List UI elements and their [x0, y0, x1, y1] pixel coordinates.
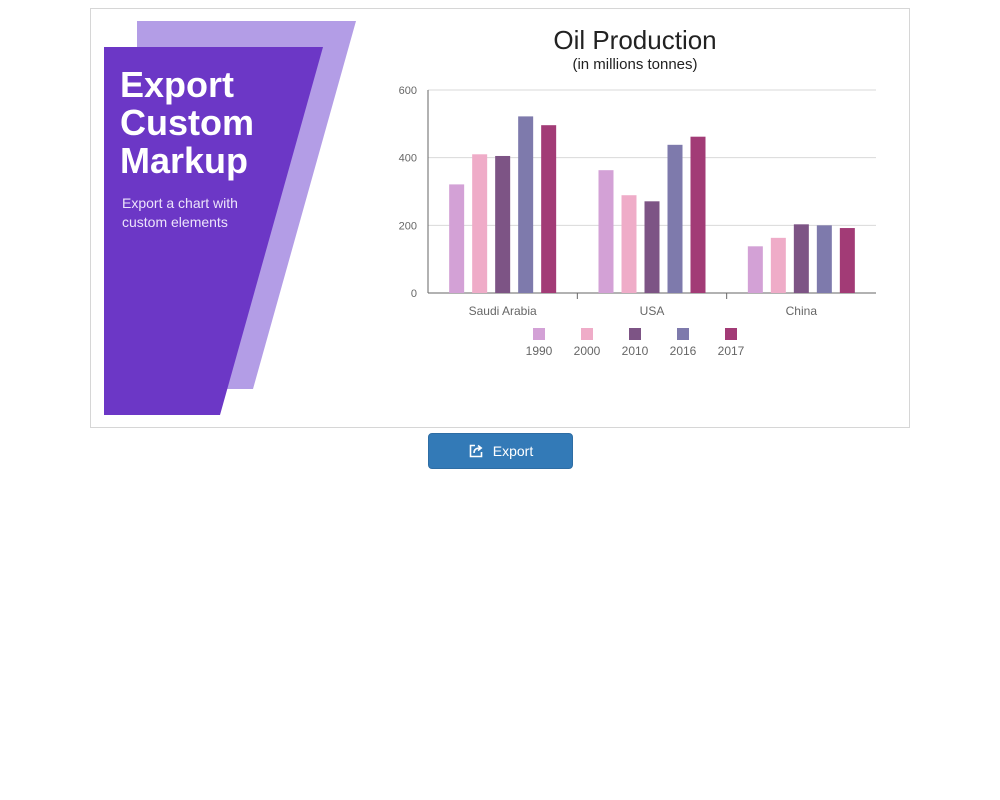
bar-chart: Oil Production(in millions tonnes) 0 200 40… — [399, 25, 876, 358]
export-button-label: Export — [492, 443, 534, 459]
x-tick-label: Saudi Arabia — [469, 304, 537, 318]
promo-title-line: Custom — [120, 102, 254, 143]
export-button[interactable]: Export — [428, 433, 573, 469]
promo-panel: Export Custom Markup Export a chart with… — [120, 66, 320, 232]
promo-subtitle-line: custom elements — [122, 214, 228, 230]
bar — [690, 136, 706, 293]
promo-subtitle: Export a chart with custom elements — [122, 194, 320, 232]
promo-subtitle-line: Export a chart with — [122, 195, 238, 211]
legend-swatch — [725, 328, 737, 340]
promo-title: Export Custom Markup — [120, 66, 320, 180]
bar — [598, 170, 614, 293]
bar — [449, 184, 465, 293]
legend-swatch — [581, 328, 593, 340]
promo-front-shape — [104, 47, 323, 415]
promo-decoration — [104, 21, 356, 415]
legend-swatch — [533, 328, 545, 340]
chart-title: Oil Production — [553, 25, 716, 55]
bar — [644, 201, 660, 293]
legend-label: 2010 — [622, 344, 649, 358]
bar — [541, 125, 557, 293]
bar — [793, 224, 809, 293]
bar — [839, 228, 855, 293]
legend-label: 1990 — [526, 344, 553, 358]
legend-swatch — [677, 328, 689, 340]
bar — [770, 237, 786, 293]
legend-swatch — [629, 328, 641, 340]
x-tick-label: USA — [640, 304, 665, 318]
bar — [495, 155, 511, 293]
bar — [667, 144, 683, 293]
y-tick-label: 200 — [399, 220, 417, 232]
chart-card: Export Custom Markup Export a chart with… — [90, 8, 910, 428]
bar — [621, 195, 637, 293]
y-tick-label: 0 — [411, 288, 417, 300]
legend-label: 2000 — [574, 344, 601, 358]
y-tick-label: 600 — [399, 85, 417, 97]
x-tick-label: China — [786, 304, 818, 318]
promo-title-line: Markup — [120, 140, 249, 181]
bar — [816, 225, 832, 293]
bar — [472, 154, 488, 293]
bar — [518, 116, 534, 293]
export-icon — [468, 443, 484, 459]
y-tick-label: 400 — [399, 153, 417, 165]
bar — [747, 246, 763, 293]
chart-subtitle: (in millions tonnes) — [572, 56, 697, 73]
legend-label: 2016 — [670, 344, 697, 358]
legend-label: 2017 — [718, 344, 745, 358]
promo-title-line: Export — [120, 64, 235, 105]
